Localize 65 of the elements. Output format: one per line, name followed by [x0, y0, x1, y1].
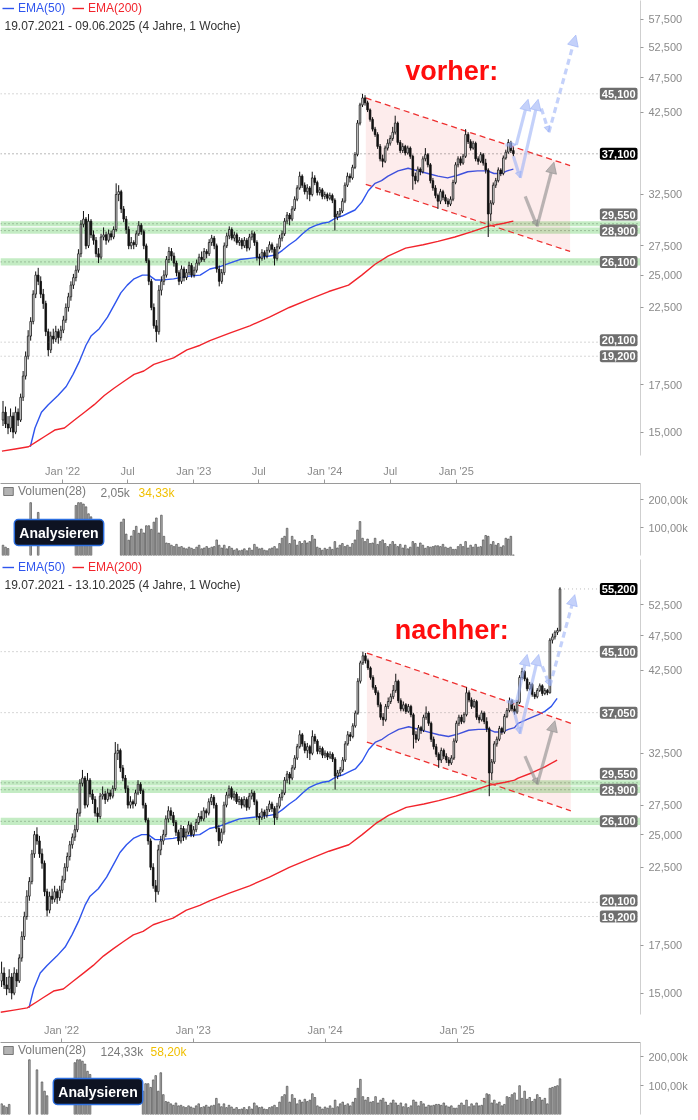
x-tick-label: Jul — [120, 464, 135, 477]
x-tick-label: Jul — [251, 464, 266, 477]
legend-label: EMA(50) — [18, 560, 66, 574]
annotation: Analysieren — [58, 1083, 138, 1100]
ref-line-label: 45,100 — [601, 87, 636, 100]
y-tick-label: 100,00k — [648, 521, 689, 534]
text: 19.07.2021 - 13.10.2025 (4 Jahre, 1 Woche) — [4, 577, 241, 592]
x-tick-label: Jan '24 — [307, 1023, 343, 1036]
annotation: 34,33k — [138, 485, 176, 500]
ref-line-label: 20,100 — [601, 894, 636, 907]
annotation: 124,33k — [100, 1044, 145, 1059]
x-tick-label: Jan '25 — [439, 1023, 475, 1036]
x-tick-label: Jan '25 — [438, 464, 474, 477]
y-tick-label: 17,500 — [648, 939, 683, 952]
band-label: 29,550 — [601, 208, 636, 221]
legend-label: EMA(200) — [88, 1, 143, 15]
ref-line-label: 45,100 — [601, 645, 636, 658]
ref-line-label: 19,200 — [601, 350, 636, 363]
y-tick-label: 15,000 — [648, 987, 683, 1000]
y-tick-label: 57,500 — [648, 13, 683, 26]
legend-label: Volumen(28) — [18, 1043, 87, 1057]
y-tick-label: 42,500 — [648, 664, 683, 677]
legend-label: EMA(50) — [18, 1, 66, 15]
ref-line-label: 20,100 — [601, 334, 636, 347]
annotation: 2,05k — [100, 485, 131, 500]
band-label: 28,900 — [601, 224, 636, 237]
x-tick-label: Jan '22 — [43, 1023, 80, 1036]
y-tick-label: 42,500 — [648, 106, 683, 119]
ref-line-label: 19,200 — [601, 910, 636, 923]
x-tick-label: Jul — [383, 464, 398, 477]
x-tick-label: Jan '22 — [45, 464, 81, 477]
y-tick-label: 22,500 — [648, 301, 683, 314]
y-tick-label: 17,500 — [648, 378, 683, 391]
y-tick-label: 15,000 — [648, 426, 683, 439]
y-tick-label: 47,500 — [648, 71, 683, 84]
x-tick-label: Jan '23 — [176, 464, 212, 477]
y-tick-label: 27,500 — [648, 799, 683, 812]
band-label: 26,100 — [601, 255, 636, 268]
annotation: 58,20k — [150, 1044, 188, 1059]
annotation: vorher: — [405, 56, 499, 87]
x-tick-label: Jan '23 — [175, 1023, 211, 1036]
legend-label: EMA(200) — [88, 560, 143, 574]
y-tick-label: 22,500 — [648, 861, 683, 874]
band-label: 29,550 — [601, 767, 636, 780]
y-tick-label: 52,500 — [648, 41, 683, 54]
band-label: 28,900 — [601, 783, 636, 796]
ref-line-label: 37,050 — [601, 706, 636, 719]
y-tick-label: 32,500 — [648, 188, 683, 201]
annotation: Analysieren — [19, 524, 99, 541]
y-tick-label: 27,500 — [648, 239, 683, 252]
y-tick-label: 47,500 — [648, 629, 683, 642]
y-tick-label: 200,00k — [648, 493, 689, 506]
y-tick-label: 200,00k — [648, 1050, 689, 1063]
x-tick-label: Jan '24 — [307, 464, 343, 477]
y-tick-label: 25,000 — [648, 828, 683, 841]
y-tick-label: 25,000 — [648, 269, 683, 282]
y-tick-label: 100,00k — [648, 1079, 689, 1092]
y-tick-label: 32,500 — [648, 747, 683, 760]
y-tick-label: 52,500 — [648, 598, 683, 611]
annotation: nachher: — [394, 615, 509, 646]
band-label: 26,100 — [601, 815, 636, 828]
ref-line-label: 37,100 — [601, 147, 636, 160]
legend-label: Volumen(28) — [18, 484, 87, 498]
annotation: 55,200 — [601, 582, 636, 595]
text: 19.07.2021 - 09.06.2025 (4 Jahre, 1 Woche) — [4, 18, 241, 33]
